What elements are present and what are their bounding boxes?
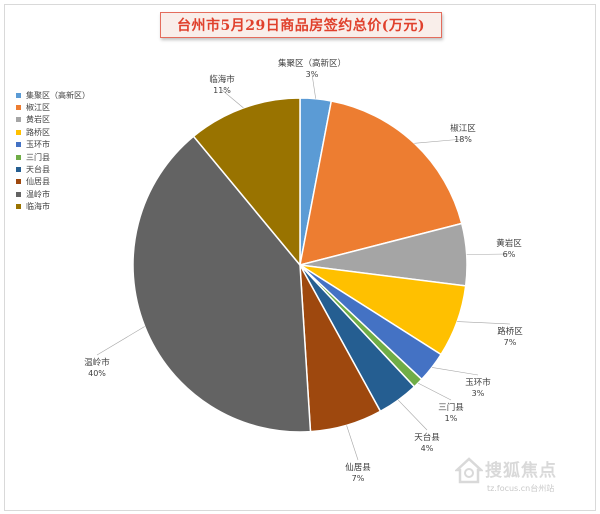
leader-line: [417, 382, 452, 401]
slice-label: 临海市: [209, 74, 235, 85]
chart-legend: 集聚区（高新区） 椒江区黄岩区路桥区玉环市三门县天台县仙居县温岭市临海市: [16, 89, 126, 213]
legend-label: 椒江区: [26, 103, 50, 113]
legend-item: 椒江区: [16, 101, 126, 113]
legend-swatch: [16, 204, 21, 210]
slice-percent-label: 11%: [213, 86, 231, 95]
slice-percent-label: 3%: [472, 389, 485, 398]
legend-swatch: [16, 129, 21, 135]
leader-line: [414, 138, 464, 144]
watermark: 搜狐焦点 tz.focus.cn台州站: [455, 452, 595, 502]
slice-label: 集聚区（高新区）: [278, 58, 346, 69]
legend-swatch: [16, 92, 21, 98]
leader-line: [431, 367, 479, 376]
legend-item: 三门县: [16, 151, 126, 163]
watermark-url: tz.focus.cn台州站: [487, 484, 555, 493]
watermark-brand: 搜狐焦点: [485, 461, 557, 481]
slice-label: 温岭市: [84, 357, 110, 368]
slice-label: 椒江区: [450, 123, 476, 134]
slice-label: 仙居县: [345, 462, 371, 473]
chart-title: 台州市5月29日商品房签约总价(万元): [177, 18, 425, 34]
house-logo-icon: [455, 457, 483, 484]
legend-item: 集聚区（高新区）: [16, 89, 126, 101]
legend-item: 临海市: [16, 201, 126, 213]
legend-swatch: [16, 142, 21, 148]
legend-label: 温岭市: [26, 189, 50, 199]
slice-percent-label: 4%: [421, 444, 434, 453]
legend-item: 黄岩区: [16, 114, 126, 126]
slice-percent-label: 6%: [503, 250, 516, 259]
legend-swatch: [16, 105, 21, 111]
leader-line: [311, 73, 316, 99]
slice-label: 三门县: [438, 402, 464, 413]
legend-label: 集聚区（高新区）: [26, 90, 90, 100]
legend-label: 黄岩区: [26, 115, 50, 125]
slice-label: 天台县: [414, 432, 440, 443]
slice-label: 黄岩区: [496, 238, 522, 249]
slice-label: 玉环市: [465, 377, 491, 388]
legend-item: 路桥区: [16, 126, 126, 138]
slice-percent-label: 1%: [445, 414, 458, 423]
pie-slice: [192, 97, 301, 268]
legend-item: 仙居县: [16, 176, 126, 188]
leader-line: [221, 89, 244, 109]
legend-label: 仙居县: [26, 177, 50, 187]
legend-label: 玉环市: [26, 140, 50, 150]
slice-percent-label: 18%: [454, 135, 472, 144]
slice-percent-label: 7%: [352, 474, 365, 483]
leader-line: [397, 399, 428, 431]
legend-swatch: [16, 191, 21, 197]
legend-item: 温岭市: [16, 188, 126, 200]
legend-swatch: [16, 167, 21, 173]
legend-swatch: [16, 179, 21, 185]
slice-percent-label: 7%: [504, 338, 517, 347]
legend-label: 路桥区: [26, 127, 50, 137]
chart-title-box: 台州市5月29日商品房签约总价(万元): [160, 12, 442, 38]
pie-slice: [132, 135, 312, 433]
legend-swatch: [16, 117, 21, 123]
leader-line: [466, 253, 510, 255]
legend-label: 临海市: [26, 202, 50, 212]
legend-item: 玉环市: [16, 139, 126, 151]
slice-percent-label: 3%: [306, 70, 319, 79]
legend-swatch: [16, 154, 21, 160]
leader-line: [96, 326, 145, 356]
slice-label: 路桥区: [497, 326, 523, 337]
leader-line: [457, 321, 511, 325]
slice-percent-label: 40%: [88, 369, 106, 378]
legend-label: 三门县: [26, 152, 50, 162]
legend-label: 天台县: [26, 165, 50, 175]
leader-line: [346, 425, 359, 461]
legend-item: 天台县: [16, 163, 126, 175]
